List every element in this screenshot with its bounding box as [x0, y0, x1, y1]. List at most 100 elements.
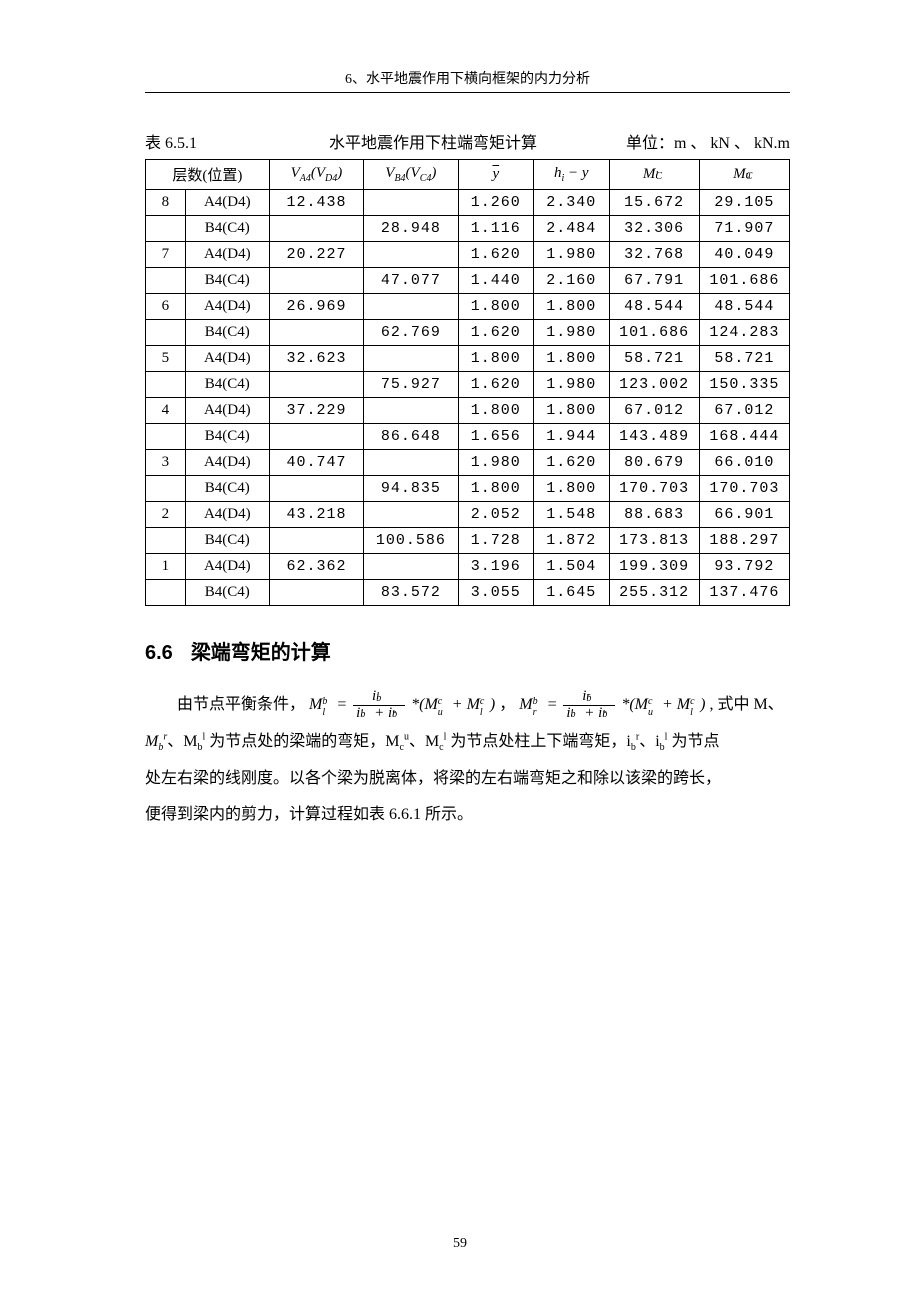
table-row: 5A4(D4)32.6231.8001.80058.72158.721 — [146, 346, 790, 372]
cell-va — [269, 216, 363, 242]
cell-pos: B4(C4) — [185, 320, 269, 346]
cell-mu: 150.335 — [699, 372, 789, 398]
th-mu: MuC — [699, 160, 789, 190]
cell-pos: A4(D4) — [185, 294, 269, 320]
cell-mu: 58.721 — [699, 346, 789, 372]
cell-y: 1.980 — [458, 450, 534, 476]
cell-y: 1.116 — [458, 216, 534, 242]
cell-y: 1.800 — [458, 476, 534, 502]
cell-pos: A4(D4) — [185, 346, 269, 372]
cell-floor — [146, 216, 186, 242]
th-ml: MlC — [609, 160, 699, 190]
cell-va: 20.227 — [269, 242, 363, 268]
cell-vb — [364, 242, 458, 268]
cell-floor — [146, 476, 186, 502]
cell-mu: 40.049 — [699, 242, 789, 268]
cell-floor — [146, 268, 186, 294]
cell-ml: 15.672 — [609, 190, 699, 216]
cell-va: 37.229 — [269, 398, 363, 424]
cell-mu: 93.792 — [699, 554, 789, 580]
cell-vb: 62.769 — [364, 320, 458, 346]
cell-hy: 2.484 — [534, 216, 610, 242]
section-number: 6.6 — [145, 642, 173, 664]
cell-hy: 1.800 — [534, 294, 610, 320]
table-row: B4(C4)100.5861.7281.872173.813188.297 — [146, 528, 790, 554]
cell-ml: 255.312 — [609, 580, 699, 606]
cell-va: 26.969 — [269, 294, 363, 320]
table-units: 单位：m 、 kN 、 kN.m — [626, 129, 790, 153]
cell-vb: 94.835 — [364, 476, 458, 502]
table-head: 层数(位置) VA4(VD4) VB4(VC4) y hi − y MlC Mu… — [146, 160, 790, 190]
cell-y: 3.196 — [458, 554, 534, 580]
cell-vb — [364, 190, 458, 216]
cell-floor: 1 — [146, 554, 186, 580]
table-body: 8A4(D4)12.4381.2602.34015.67229.105B4(C4… — [146, 190, 790, 606]
cell-ml: 101.686 — [609, 320, 699, 346]
cell-ml: 67.791 — [609, 268, 699, 294]
table-row: B4(C4)86.6481.6561.944143.489168.444 — [146, 424, 790, 450]
units-label: 单位： — [626, 135, 674, 152]
cell-ml: 58.721 — [609, 346, 699, 372]
cell-pos: A4(D4) — [185, 502, 269, 528]
cell-pos: A4(D4) — [185, 398, 269, 424]
cell-mu: 170.703 — [699, 476, 789, 502]
cell-y: 2.052 — [458, 502, 534, 528]
cell-mu: 188.297 — [699, 528, 789, 554]
cell-y: 1.800 — [458, 294, 534, 320]
cell-va: 40.747 — [269, 450, 363, 476]
cell-y: 1.260 — [458, 190, 534, 216]
table-row: B4(C4)94.8351.8001.800170.703170.703 — [146, 476, 790, 502]
cell-ml: 48.544 — [609, 294, 699, 320]
cell-vb: 47.077 — [364, 268, 458, 294]
cell-hy: 1.872 — [534, 528, 610, 554]
cell-va: 43.218 — [269, 502, 363, 528]
formula-mbr: Mrb = irb ilb + irb *(Muc + Mlc) — [519, 696, 709, 713]
th-vb: VB4(VC4) — [364, 160, 458, 190]
cell-ml: 32.306 — [609, 216, 699, 242]
para-lead: 由节点平衡条件， — [177, 696, 305, 713]
th-va: VA4(VD4) — [269, 160, 363, 190]
cell-y: 1.800 — [458, 346, 534, 372]
cell-floor: 6 — [146, 294, 186, 320]
cell-va — [269, 528, 363, 554]
cell-ml: 32.768 — [609, 242, 699, 268]
table-row: 1A4(D4)62.3623.1961.504199.30993.792 — [146, 554, 790, 580]
table-row: B4(C4)47.0771.4402.16067.791101.686 — [146, 268, 790, 294]
cell-pos: A4(D4) — [185, 450, 269, 476]
cell-floor — [146, 580, 186, 606]
cell-ml: 123.002 — [609, 372, 699, 398]
para-mid: ， — [499, 696, 515, 713]
cell-floor: 4 — [146, 398, 186, 424]
cell-pos: A4(D4) — [185, 554, 269, 580]
cell-va: 12.438 — [269, 190, 363, 216]
table-row: 3A4(D4)40.7471.9801.62080.67966.010 — [146, 450, 790, 476]
cell-mu: 29.105 — [699, 190, 789, 216]
cell-y: 1.620 — [458, 320, 534, 346]
table-row: B4(C4)62.7691.6201.980101.686124.283 — [146, 320, 790, 346]
cell-va — [269, 424, 363, 450]
cell-ml: 88.683 — [609, 502, 699, 528]
cell-mu: 67.012 — [699, 398, 789, 424]
cell-hy: 1.645 — [534, 580, 610, 606]
para-line3: 处左右梁的线刚度。以各个梁为脱离体，将梁的左右端弯矩之和除以该梁的跨长， — [145, 770, 721, 787]
cell-ml: 143.489 — [609, 424, 699, 450]
cell-mu: 71.907 — [699, 216, 789, 242]
cell-hy: 2.160 — [534, 268, 610, 294]
page-number: 59 — [0, 1236, 920, 1252]
cell-floor — [146, 372, 186, 398]
moment-table: 层数(位置) VA4(VD4) VB4(VC4) y hi − y MlC Mu… — [145, 159, 790, 606]
cell-vb — [364, 554, 458, 580]
cell-hy: 1.980 — [534, 242, 610, 268]
table-title: 水平地震作用下柱端弯矩计算 — [240, 129, 626, 153]
cell-pos: B4(C4) — [185, 580, 269, 606]
body-paragraph: 由节点平衡条件， Mlb = ilb ilb + irb *(Muc + Mlc… — [145, 687, 790, 834]
cell-hy: 1.504 — [534, 554, 610, 580]
section-heading: 6.6梁端弯矩的计算 — [145, 636, 790, 665]
cell-vb — [364, 346, 458, 372]
cell-va — [269, 268, 363, 294]
cell-va — [269, 580, 363, 606]
table-row: 8A4(D4)12.4381.2602.34015.67229.105 — [146, 190, 790, 216]
cell-floor — [146, 424, 186, 450]
cell-mu: 124.283 — [699, 320, 789, 346]
formula-mbl: Mlb = ilb ilb + irb *(Muc + Mlc) — [309, 696, 499, 713]
